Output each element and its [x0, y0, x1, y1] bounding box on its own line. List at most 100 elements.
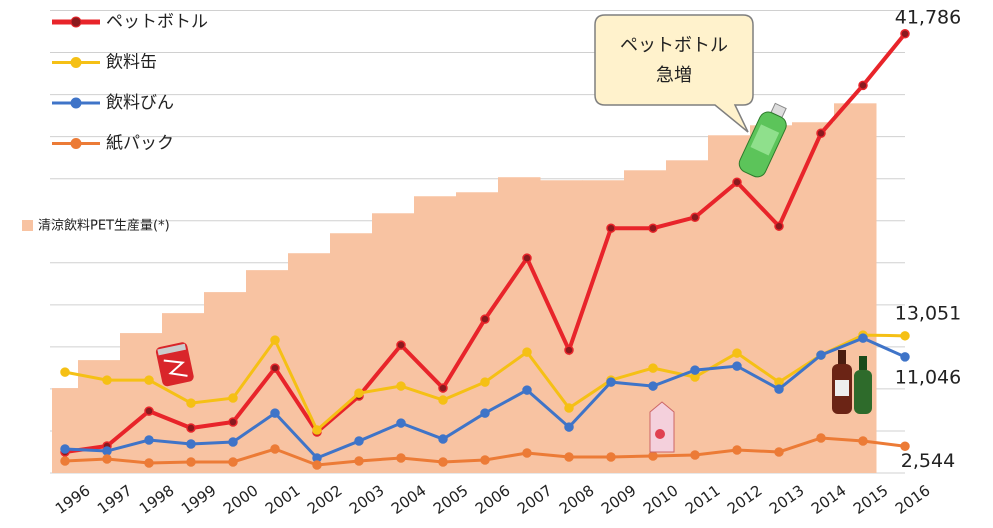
point [397, 341, 405, 349]
point [271, 445, 279, 453]
legend-swatch [22, 220, 33, 231]
point [271, 409, 279, 417]
point [103, 447, 111, 455]
point [523, 348, 531, 356]
point [313, 426, 321, 434]
point [901, 353, 909, 361]
point [145, 376, 153, 384]
point [523, 254, 531, 262]
point [817, 351, 825, 359]
legend-label: 飲料びん [106, 93, 174, 113]
point [901, 332, 909, 340]
value-label: 41,786 [895, 6, 961, 28]
point [271, 336, 279, 344]
x-tick-label: 2012 [724, 481, 766, 518]
x-tick-label: 2008 [556, 481, 598, 518]
chart: ペットボトル 急増 ペットボトル飲料缶飲料びん紙パック清涼飲料PET生産量(*)… [0, 0, 993, 528]
area-step [834, 103, 877, 473]
point [481, 378, 489, 386]
point [229, 458, 237, 466]
point [61, 368, 69, 376]
x-tick-label: 2007 [514, 481, 556, 518]
point [649, 364, 657, 372]
x-tick-label: 2011 [682, 481, 724, 518]
legend-marker [71, 17, 81, 27]
x-tick-label: 2003 [346, 481, 388, 518]
area-step [120, 333, 163, 473]
point [481, 409, 489, 417]
point [733, 178, 741, 186]
area-step [162, 313, 205, 473]
carton-icon [650, 402, 674, 452]
point [649, 224, 657, 232]
point [229, 418, 237, 426]
legend-marker [71, 139, 81, 149]
x-tick-label: 2013 [766, 481, 808, 518]
point [649, 452, 657, 460]
x-tick-label: 2009 [598, 481, 640, 518]
point [145, 436, 153, 444]
point [565, 453, 573, 461]
x-tick-label: 2004 [388, 481, 430, 518]
point [61, 445, 69, 453]
x-tick-label: 1998 [136, 481, 178, 518]
legend-marker [71, 58, 81, 68]
point [817, 434, 825, 442]
point [901, 30, 909, 38]
point [439, 396, 447, 404]
point [313, 461, 321, 469]
point [733, 362, 741, 370]
point [859, 334, 867, 342]
point [733, 349, 741, 357]
point [397, 454, 405, 462]
point [565, 404, 573, 412]
point [187, 399, 195, 407]
point [439, 384, 447, 392]
x-tick-label: 2016 [892, 481, 934, 518]
area-step [288, 253, 331, 473]
point [565, 346, 573, 354]
point [397, 419, 405, 427]
point [733, 446, 741, 454]
x-tick-label: 2001 [262, 481, 304, 518]
point [775, 448, 783, 456]
x-tick-label: 2006 [472, 481, 514, 518]
area-step [498, 177, 541, 473]
point [61, 457, 69, 465]
x-tick-label: 2000 [220, 481, 262, 518]
point [229, 438, 237, 446]
area-step [708, 135, 751, 473]
point [481, 456, 489, 464]
point [397, 382, 405, 390]
point [187, 440, 195, 448]
point [691, 213, 699, 221]
value-label: 13,051 [895, 302, 961, 324]
point [691, 366, 699, 374]
point [187, 424, 195, 432]
point [355, 389, 363, 397]
point [523, 449, 531, 457]
point [439, 458, 447, 466]
x-tick-label: 1996 [52, 481, 94, 518]
point [649, 382, 657, 390]
point [565, 423, 573, 431]
point [439, 435, 447, 443]
point [271, 364, 279, 372]
point [187, 458, 195, 466]
point [859, 437, 867, 445]
point [523, 386, 531, 394]
point [607, 224, 615, 232]
point [229, 394, 237, 402]
point [355, 457, 363, 465]
area-step [792, 122, 835, 473]
x-tick-label: 2002 [304, 481, 346, 518]
area-step [750, 125, 793, 473]
legend-label: ペットボトル [106, 12, 208, 32]
x-tick-label: 2005 [430, 481, 472, 518]
point [775, 222, 783, 230]
legend-marker [71, 98, 81, 108]
legend-label: 紙パック [106, 134, 174, 154]
point [607, 378, 615, 386]
point [691, 451, 699, 459]
x-tick-label: 2014 [808, 481, 850, 518]
